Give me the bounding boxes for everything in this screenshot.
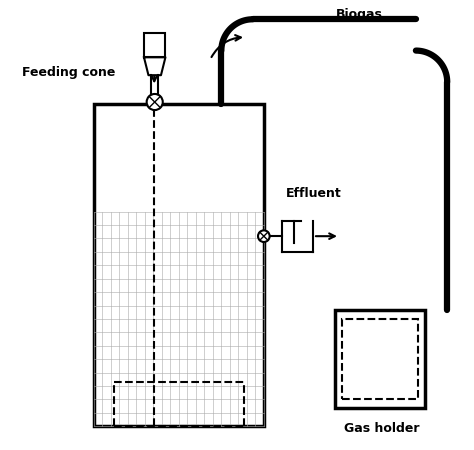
Bar — [342, 319, 418, 400]
Bar — [94, 104, 264, 426]
Circle shape — [146, 94, 163, 110]
Polygon shape — [144, 57, 165, 75]
Text: Effluent: Effluent — [286, 187, 342, 200]
Circle shape — [258, 230, 270, 242]
Text: Biogas: Biogas — [336, 8, 382, 21]
Text: Feeding cone: Feeding cone — [22, 67, 116, 80]
Text: Gas holder: Gas holder — [344, 422, 420, 435]
Bar — [94, 212, 264, 426]
Bar — [144, 33, 165, 57]
Bar — [336, 310, 425, 408]
